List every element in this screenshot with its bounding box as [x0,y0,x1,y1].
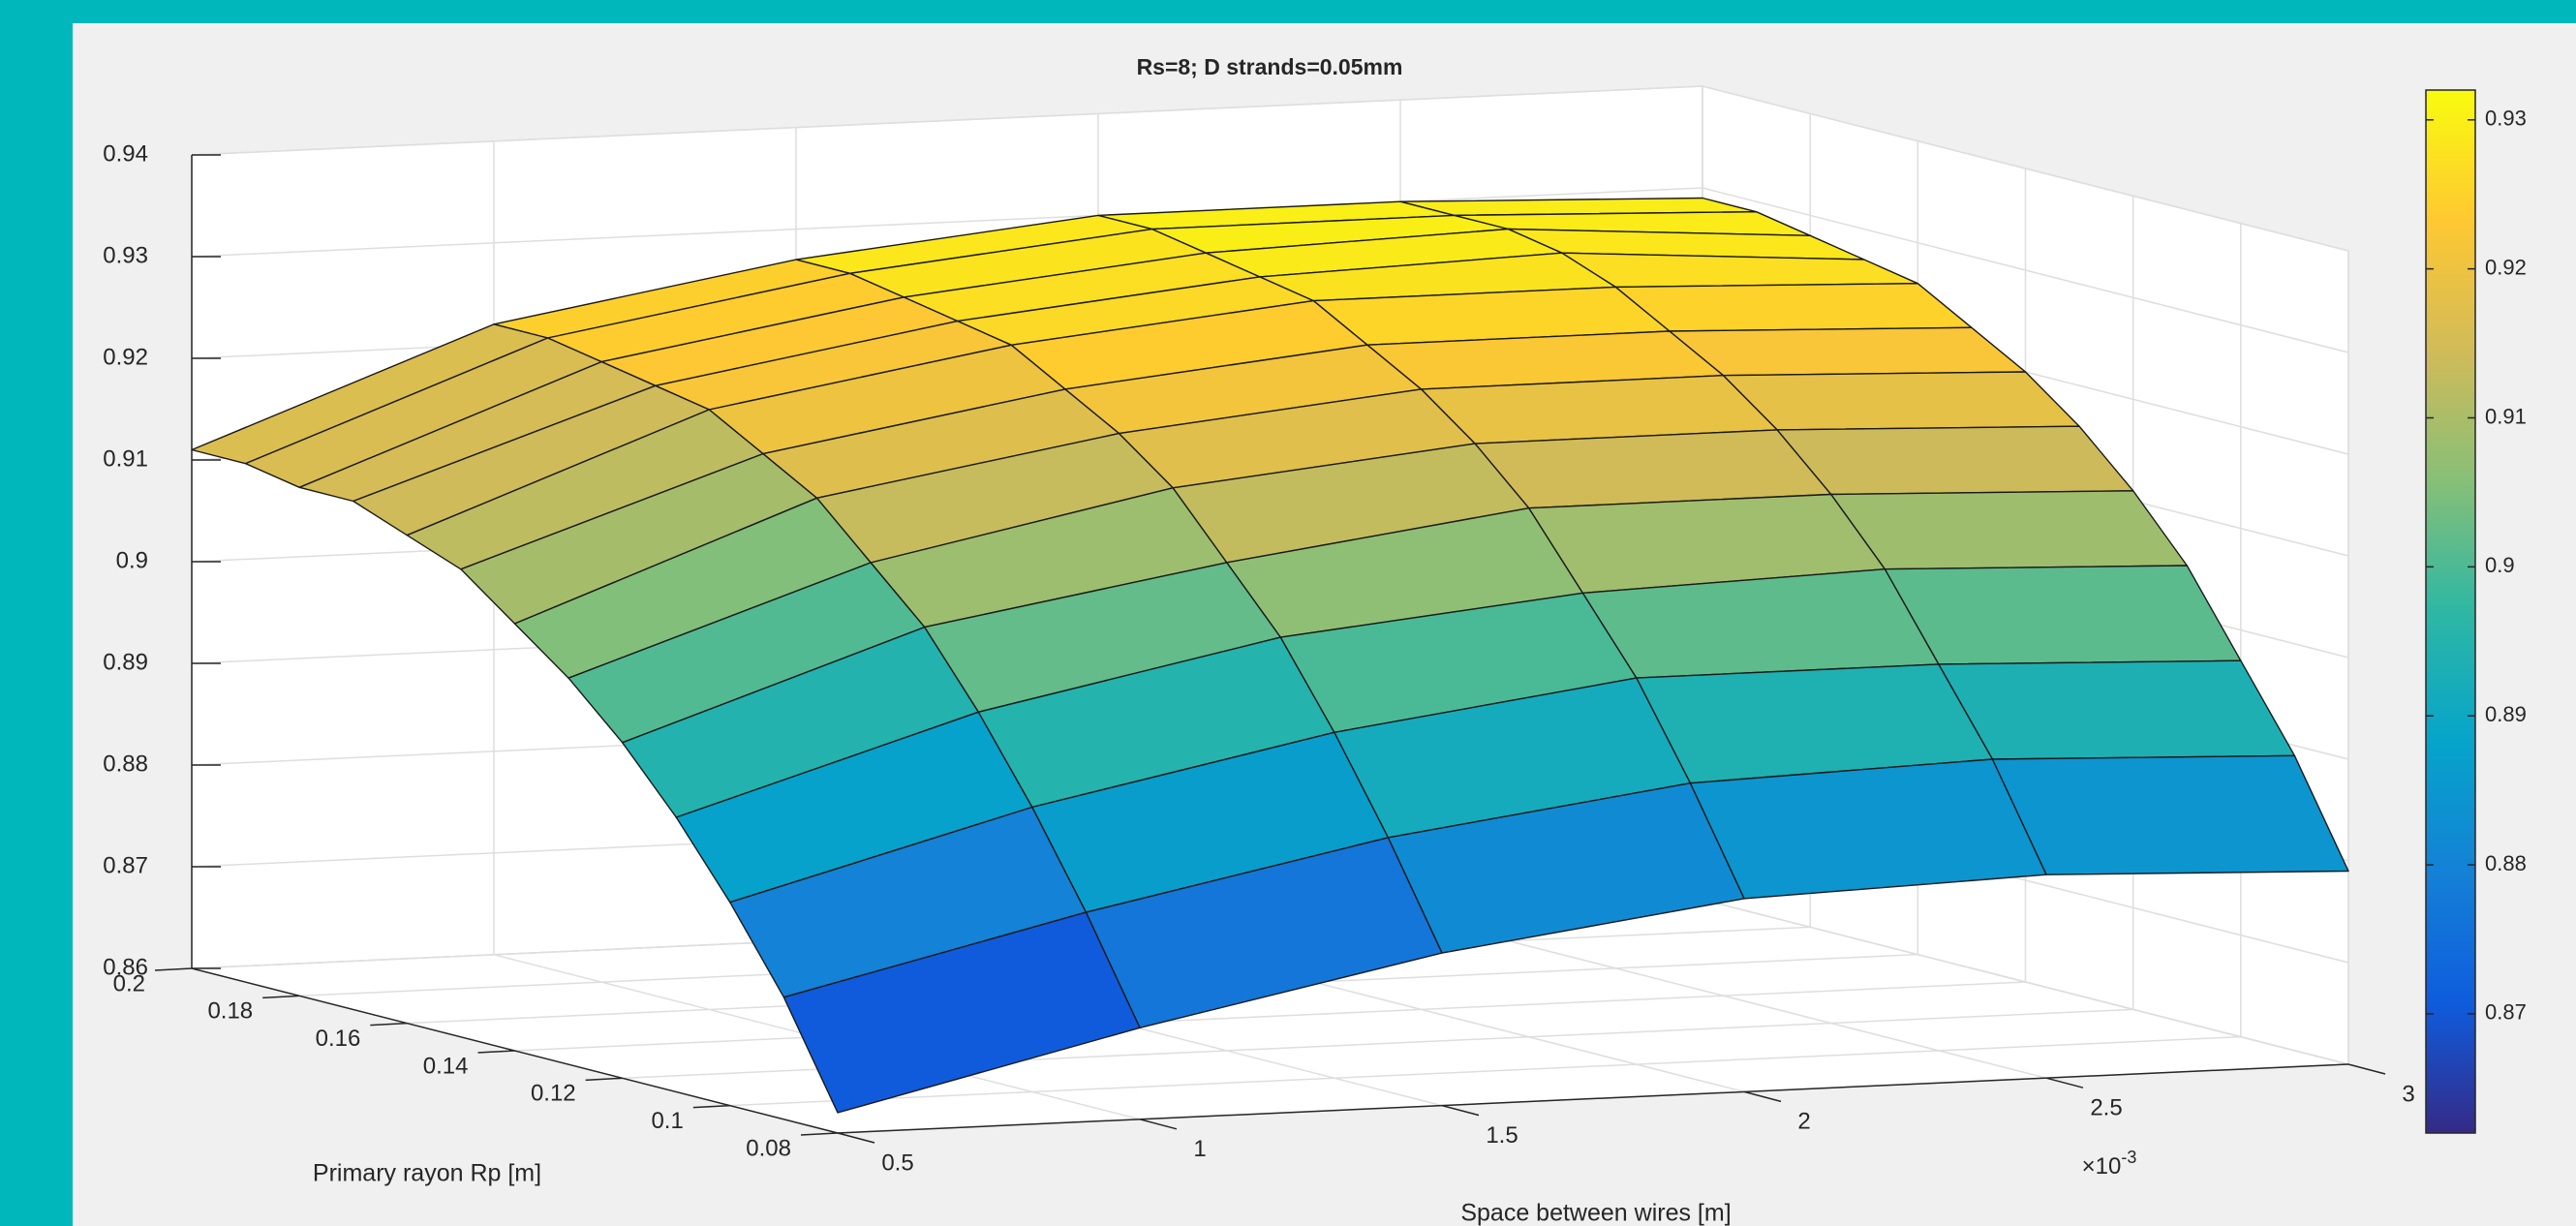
grid-line [729,1035,2241,1107]
colorbar [2425,89,2476,1134]
z-tick-label: 0.89 [103,649,148,675]
x-multiplier-base: ×10 [2082,1153,2122,1180]
y-axis-label: Primary rayon Rp [m] [313,1160,541,1187]
x-tick-label: 1.5 [1486,1122,1518,1149]
y-tick-label: 0.14 [423,1053,469,1079]
x-multiplier: ×10-3 [2082,1148,2137,1180]
z-tick-label: 0.87 [103,852,148,878]
colorbar-tick-label: 0.92 [2485,255,2527,279]
surface-patch [1614,283,1973,332]
box-edge [1702,85,2349,252]
grid-line [191,187,1703,258]
surface-patch [1991,754,2349,875]
y-tick-label: 0.2 [113,970,145,996]
tick-mark [1743,1090,1782,1103]
x-tick-label: 1 [1193,1136,1206,1162]
y-tick-label: 0.16 [316,1026,361,1052]
z-tick-label: 0.88 [103,751,148,777]
tick-mark [800,1132,839,1136]
z-tick-label: 0.92 [103,344,148,370]
surface-patch [1722,371,2080,431]
surface-patch [1669,326,2027,377]
tick-mark [585,1077,623,1082]
y-tick-label: 0.12 [531,1081,576,1107]
surface-patch [1829,490,2189,570]
tick-mark [477,1050,515,1054]
y-tick-label: 0.18 [207,998,253,1025]
box-edge [1702,899,2349,1065]
tick-mark [154,967,193,971]
z-tick-label: 0.9 [116,547,148,573]
colorbar-tick-label: 0.88 [2485,851,2527,875]
colorbar-tick-label: 0.89 [2485,702,2527,726]
z-tick-label: 0.93 [103,242,148,268]
tick-mark [2045,1077,2084,1088]
z-tick-label: 0.94 [103,140,148,167]
x-tick-label: 2.5 [2090,1095,2122,1121]
surface-patch [1884,565,2242,665]
tick-mark [1139,1119,1178,1130]
colorbar-tick-label: 0.87 [2485,1000,2527,1025]
x-tick-label: 3 [2402,1081,2414,1107]
x-tick-label: 0.5 [881,1149,913,1176]
chart-title: Rs=8; D strands=0.05mm [1137,54,1403,79]
colorbar-tick-label: 0.91 [2485,404,2527,428]
tick-mark [837,1132,875,1144]
y-tick-label: 0.1 [651,1108,683,1134]
colorbar-tick-label: 0.93 [2485,107,2527,131]
tick-mark [2347,1063,2386,1075]
x-tick-label: 2 [1797,1109,1810,1135]
box-edge [191,85,1703,156]
x-axis-label: Space between wires [m] [1460,1200,1731,1226]
surface-patch [782,911,1141,1114]
y-tick-label: 0.08 [746,1135,791,1161]
surface-patch [1689,758,2047,900]
x-axis-line [837,1063,2349,1134]
x-multiplier-exponent: -3 [2121,1148,2136,1167]
grid-line [514,981,2026,1052]
surface-patch [1938,659,2296,760]
tick-mark [1441,1104,1480,1117]
tick-mark [692,1104,730,1109]
tick-mark [262,995,300,999]
z-tick-label: 0.86 [103,954,148,980]
colorbar-tick-label: 0.9 [2485,553,2515,577]
surface-patch [1776,425,2134,496]
z-tick-label: 0.91 [103,445,148,472]
tick-mark [370,1022,408,1027]
